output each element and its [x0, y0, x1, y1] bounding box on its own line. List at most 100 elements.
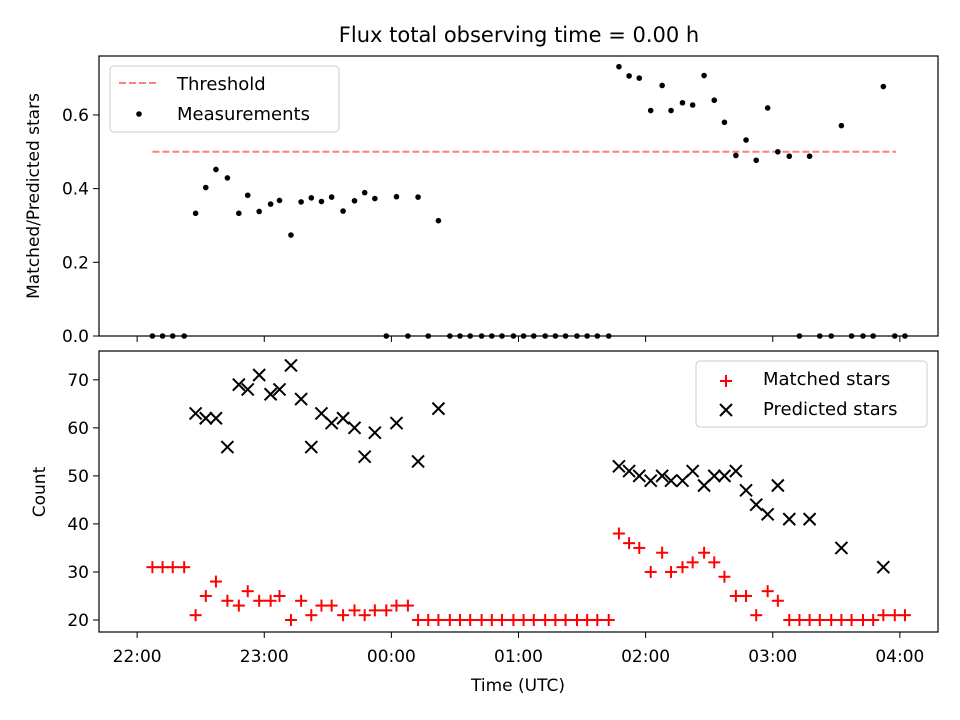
matched-star-point	[337, 609, 350, 622]
predicted-marker-b	[622, 464, 636, 478]
x-tick-label: 22:00	[113, 647, 162, 667]
measurement-point	[393, 193, 400, 200]
x-tick-label: 00:00	[367, 647, 416, 667]
predicted-marker-b	[357, 449, 372, 464]
matched-star-point	[686, 556, 699, 569]
matched-star-point	[867, 613, 880, 626]
legend-matched-label: Matched stars	[763, 369, 890, 390]
matched-star-point	[845, 613, 858, 626]
matched-star-point	[178, 561, 191, 574]
matched-star-point	[656, 546, 669, 559]
legend-threshold-label: Threshold	[176, 74, 266, 95]
matched-star-point	[166, 561, 179, 574]
predicted-star-point	[347, 421, 362, 435]
bottom-legend: Matched stars Predicted stars	[695, 360, 928, 428]
predicted-marker-b	[241, 382, 255, 397]
measurement-point	[328, 194, 335, 200]
predicted-star-point	[655, 469, 669, 483]
matched-star-point	[898, 609, 911, 622]
bottom-legend-box	[695, 360, 928, 428]
bottom-x-ticks: 22:00 23:00 00:00 01:00 02:00 03:00 04:00	[113, 632, 924, 667]
predicted-star-point	[707, 469, 721, 483]
predicted-star-point	[241, 382, 255, 397]
matched-star-point	[783, 613, 796, 626]
legend-measurements-label: Measurements	[177, 104, 310, 125]
predicted-marker-b	[612, 459, 626, 473]
x-tick-label: 03:00	[748, 647, 797, 667]
top-y-tick-label: 0.4	[62, 180, 89, 200]
matched-star-point	[856, 613, 869, 626]
predicted-marker-b	[876, 560, 891, 574]
matched-star-point	[443, 613, 456, 626]
predicted-star-point	[411, 454, 425, 469]
matched-star-point	[485, 613, 498, 626]
predicted-star-point	[643, 473, 658, 488]
measurement-point	[753, 157, 760, 164]
measurement-point	[244, 192, 251, 199]
predicted-marker-b	[760, 507, 775, 522]
measurement-point	[361, 189, 368, 196]
legend-measurements-swatch	[136, 111, 142, 117]
predicted-star-point	[272, 382, 287, 397]
predicted-marker-b	[749, 498, 763, 512]
measurement-point	[743, 137, 749, 143]
measurement-point	[764, 105, 771, 111]
predicted-marker-b	[368, 425, 382, 440]
matched-star-point	[549, 613, 562, 626]
predicted-star-point	[368, 425, 382, 440]
legend-matched-swatch	[720, 375, 732, 387]
measurement-point	[659, 82, 665, 89]
matched-star-point	[156, 561, 169, 574]
matched-star-point	[729, 589, 742, 602]
predicted-star-point	[717, 469, 732, 483]
predicted-marker-b	[431, 401, 446, 416]
predicted-marker-b	[782, 512, 796, 526]
matched-star-point	[358, 609, 371, 622]
measurement-point	[711, 97, 718, 104]
measurement-point	[308, 195, 315, 201]
bottom-y-axis-label: Count	[30, 466, 50, 517]
bottom-y-tick-label: 70	[67, 371, 89, 391]
measurement-point	[318, 198, 325, 205]
predicted-star-point	[294, 392, 308, 406]
predicted-marker-b	[199, 411, 213, 425]
predicted-marker-b	[834, 541, 849, 555]
predicted-star-point	[357, 449, 372, 464]
measurement-point	[689, 102, 696, 108]
matched-star-point	[209, 575, 222, 588]
matched-star-point	[199, 589, 212, 602]
predicted-star-point	[802, 512, 817, 526]
measurement-point	[202, 184, 209, 191]
x-tick-label: 01:00	[494, 647, 543, 667]
matched-star-point	[432, 613, 445, 626]
predicted-star-point	[622, 464, 636, 478]
predicted-star-point	[749, 498, 763, 512]
predicted-star-point	[782, 512, 796, 526]
x-tick-label: 04:00	[875, 647, 924, 667]
matched-star-point	[232, 599, 245, 612]
matched-star-point	[348, 604, 361, 617]
predicted-marker-b	[739, 483, 753, 498]
matched-star-point	[475, 613, 488, 626]
measurement-point	[647, 107, 654, 114]
matched-star-point	[539, 613, 552, 626]
matched-star-point	[264, 594, 277, 607]
x-tick-label: 23:00	[240, 647, 289, 667]
predicted-star-point	[336, 411, 350, 425]
matched-star-point	[877, 609, 890, 622]
top-y-ticks: 0.0 0.2 0.4 0.6	[62, 106, 99, 347]
measurement-point	[340, 208, 346, 214]
matched-star-point	[718, 570, 731, 583]
predicted-marker-b	[263, 387, 278, 401]
measurement-point	[636, 75, 643, 81]
measurement-point	[701, 72, 707, 79]
predicted-marker-b	[717, 469, 732, 483]
predicted-star-point	[876, 560, 891, 574]
predicted-star-point	[389, 416, 404, 430]
predicted-marker-b	[188, 406, 203, 421]
bottom-y-tick-label: 20	[67, 611, 89, 631]
matched-star-point	[888, 609, 901, 622]
matched-star-point	[305, 609, 318, 622]
matched-star-point	[813, 613, 826, 626]
matched-star-point	[665, 565, 678, 578]
